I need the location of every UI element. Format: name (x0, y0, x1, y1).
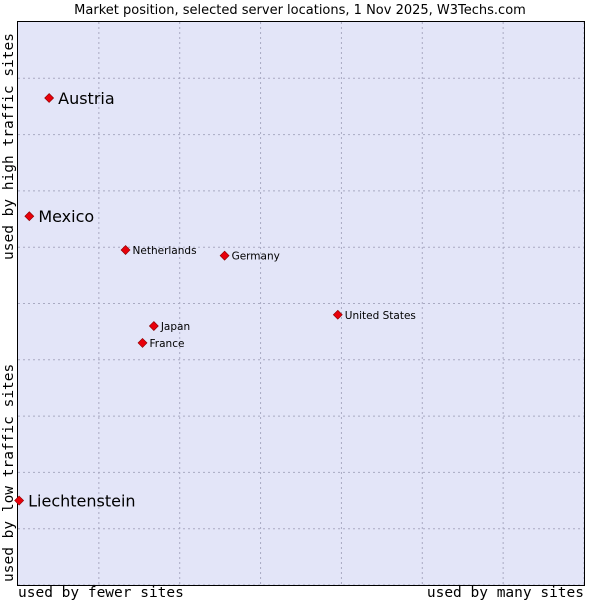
point-united-states: United States (332, 309, 416, 322)
x-axis-label-left: used by fewer sites (18, 585, 184, 600)
point-liechtenstein: Liechtenstein (14, 492, 136, 511)
point-netherlands: Netherlands (120, 245, 197, 257)
point-marker (24, 211, 35, 222)
point-label: Netherlands (133, 245, 197, 257)
point-marker (120, 245, 131, 255)
point-marker (44, 93, 55, 103)
point-mexico: Mexico (24, 207, 94, 226)
point-label: Japan (160, 321, 190, 333)
point-austria: Austria (44, 89, 115, 108)
point-label: France (150, 338, 185, 350)
point-label: Germany (232, 251, 280, 263)
point-label: Austria (58, 89, 115, 108)
point-germany: Germany (219, 250, 280, 263)
point-label: United States (345, 310, 416, 322)
plot-border (17, 21, 585, 586)
data-points: Austria Mexico Netherlands Germany United St… (14, 89, 416, 511)
point-label: Mexico (38, 207, 94, 226)
x-axis-label-right: used by many sites (427, 585, 584, 600)
point-marker (148, 321, 159, 331)
point-label: Liechtenstein (28, 492, 135, 511)
y-axis-label-top: used by high traffic sites (1, 33, 17, 260)
y-axis-label-bottom: used by low traffic sites (1, 364, 17, 582)
point-japan: Japan (148, 321, 190, 333)
chart-title: Market position, selected server locatio… (74, 3, 526, 18)
point-france: France (137, 337, 185, 350)
point-marker (14, 495, 25, 506)
point-marker (332, 309, 343, 320)
point-marker (137, 337, 148, 348)
point-marker (219, 250, 230, 261)
